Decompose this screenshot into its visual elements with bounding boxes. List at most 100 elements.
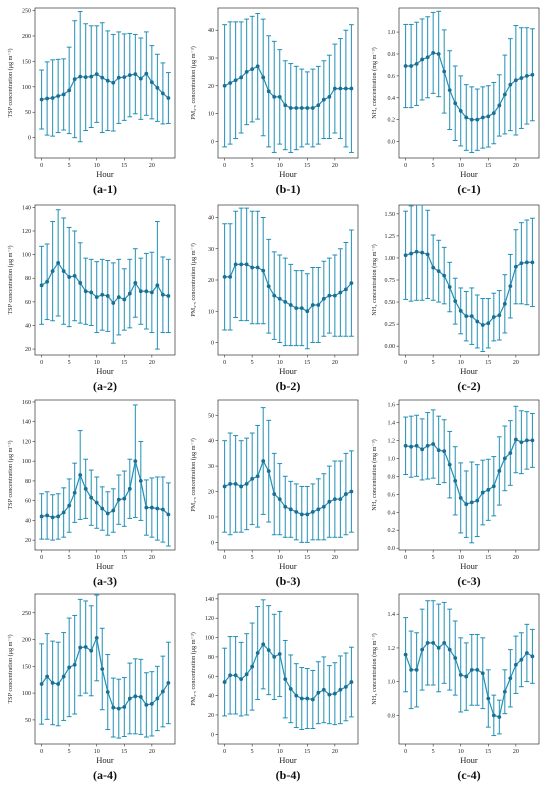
x-tick-label: 20 — [513, 555, 519, 561]
series-line — [41, 461, 169, 519]
data-point — [149, 80, 154, 85]
data-point — [288, 106, 293, 110]
data-point — [442, 449, 447, 454]
data-point — [266, 469, 271, 474]
data-point — [294, 693, 299, 698]
data-point — [78, 74, 83, 79]
y-axis-label: NH₃ concentration (mg m⁻³) — [371, 633, 378, 704]
x-tick-label: 5 — [432, 163, 435, 169]
data-point — [409, 667, 414, 672]
y-tick-label: 100 — [22, 459, 31, 465]
data-point — [469, 667, 474, 672]
data-point — [144, 289, 149, 294]
data-point — [530, 438, 535, 443]
data-point — [50, 515, 55, 520]
data-point — [294, 106, 299, 110]
data-point — [255, 265, 260, 270]
data-point — [403, 443, 408, 448]
data-point — [409, 444, 414, 449]
x-tick-label: 10 — [94, 555, 100, 561]
data-point — [272, 492, 277, 496]
y-tick-label: 0.2 — [388, 528, 396, 534]
y-tick-label: 100 — [22, 691, 31, 697]
y-tick-label: 250 — [22, 611, 31, 617]
data-point — [272, 94, 277, 99]
data-point — [144, 505, 149, 510]
y-axis-label: TSP concentration (μg m⁻³) — [7, 245, 14, 314]
y-tick-label: 0 — [28, 136, 31, 142]
x-tick-label: 0 — [404, 163, 407, 169]
data-point — [127, 696, 132, 701]
data-point — [414, 667, 419, 672]
data-point — [266, 284, 271, 289]
y-tick-label: 200 — [22, 638, 31, 644]
panel-label: (b-4) — [276, 768, 301, 782]
data-point — [332, 293, 337, 298]
y-axis-label: PM₂.₅ concentration (μg m⁻³) — [190, 632, 197, 706]
data-layer — [222, 599, 354, 730]
y-tick-label: 80 — [208, 655, 214, 661]
data-point — [321, 504, 326, 509]
data-point — [61, 269, 66, 274]
data-point — [316, 303, 321, 307]
data-point — [524, 73, 529, 78]
x-tick-label: 15 — [121, 555, 127, 561]
data-point — [403, 64, 408, 68]
x-tick-label: 20 — [149, 360, 155, 366]
data-point — [436, 646, 441, 650]
x-tick-label: 0 — [404, 749, 407, 755]
y-tick-label: 20 — [25, 347, 31, 353]
x-tick-label: 5 — [432, 749, 435, 755]
data-point — [469, 314, 474, 319]
chart-b-3: 0 10 20 30 40 50 0 5 10 15 20 Hour PM₂.₅ concentrati… — [190, 399, 359, 588]
data-point — [255, 64, 260, 69]
data-point — [453, 101, 458, 106]
data-point — [122, 705, 127, 709]
x-axis-label: Hour — [460, 561, 478, 571]
data-point — [475, 498, 480, 503]
data-point — [160, 689, 165, 694]
x-axis-label: Hour — [460, 366, 478, 376]
x-tick-label: 10 — [277, 163, 283, 169]
data-point — [61, 510, 66, 515]
chart-c-4: 0.8 1.0 1.2 1.4 0 5 10 15 20 Hour NH₃ concentratio… — [371, 593, 540, 782]
panel-label: (a-4) — [93, 768, 117, 782]
data-point — [233, 673, 238, 678]
y-tick-label: 0.50 — [385, 300, 396, 306]
data-point — [222, 680, 227, 684]
data-point — [233, 481, 238, 486]
data-point — [458, 496, 463, 500]
data-point — [508, 676, 513, 681]
data-point — [72, 662, 77, 667]
plot-frame — [217, 7, 359, 159]
data-point — [222, 274, 227, 279]
data-point — [305, 512, 310, 517]
data-point — [133, 459, 138, 464]
y-tick-label: 120 — [22, 229, 31, 235]
data-point — [431, 442, 436, 446]
data-point — [39, 514, 44, 519]
data-point — [469, 117, 474, 122]
data-point — [513, 264, 518, 269]
data-point — [491, 484, 496, 489]
data-point — [480, 323, 485, 327]
data-point — [94, 295, 99, 300]
x-tick-label: 15 — [485, 749, 491, 755]
y-axis-label: PM₂.₅ concentration (μg m⁻³) — [190, 438, 197, 512]
x-tick-label: 15 — [485, 360, 491, 366]
y-tick-label: 140 — [22, 205, 31, 211]
plot-frame — [217, 399, 359, 551]
y-tick-label: 1.0 — [388, 30, 396, 36]
x-tick-label: 5 — [251, 360, 254, 366]
x-tick-label: 5 — [68, 360, 71, 366]
x-tick-label: 15 — [304, 163, 310, 169]
x-tick-label: 20 — [332, 749, 338, 755]
data-point — [67, 503, 72, 508]
data-point — [122, 75, 127, 80]
data-point — [327, 499, 332, 504]
data-point — [144, 702, 149, 707]
data-point — [491, 713, 496, 718]
y-tick-label: 40 — [25, 323, 31, 329]
data-point — [442, 273, 447, 278]
x-tick-label: 0 — [40, 749, 43, 755]
